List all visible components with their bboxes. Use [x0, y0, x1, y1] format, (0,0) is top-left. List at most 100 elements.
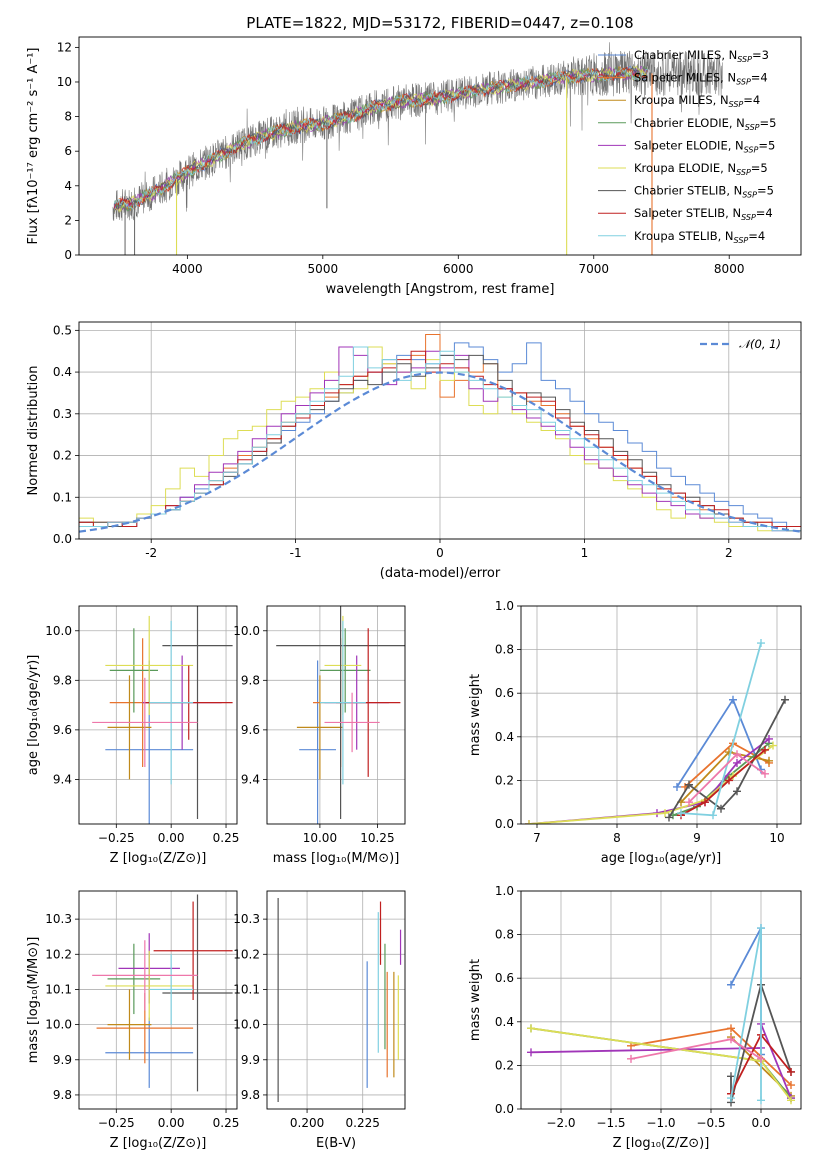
- legend-subscript: SSP: [737, 55, 752, 64]
- residuals-axes: -2 -1 0 1 2 0.0 0.1 0.2 0.3 0.4 0.5 (data-model)/er…: [26, 321, 802, 581]
- y-tick-label: 0.6: [495, 686, 514, 700]
- spectrum-axes: 4000 5000 6000 7000 8000 0 2 4 6 8 10 12 wavelength …: [26, 36, 802, 297]
- x-axis-label: (data-model)/error: [380, 566, 501, 581]
- y-tick-label: 0.0: [53, 532, 72, 546]
- gaussian-curve: [79, 371, 801, 533]
- x-tick-label: 8000: [714, 262, 745, 276]
- weight-marker: [761, 769, 769, 778]
- weight-marker: [727, 980, 735, 989]
- y-tick-label: 10.0: [233, 624, 260, 638]
- y-tick-label: 10.0: [233, 1018, 260, 1032]
- legend-label: Kroupa MILES, N: [634, 93, 729, 107]
- y-tick-label: 9.8: [241, 1088, 260, 1102]
- weight-marker: [729, 695, 737, 704]
- x-tick-label: 1: [581, 546, 589, 560]
- histogram-step: [79, 346, 801, 539]
- weight-marker: [733, 787, 741, 796]
- legend-entry: Salpeter STELIB, NSSP=4: [634, 206, 773, 222]
- residuals-plot-area: [79, 334, 801, 539]
- y-tick-label: 0.2: [495, 1058, 514, 1072]
- weight-marker: [787, 1067, 795, 1076]
- legend-suffix: =4: [751, 71, 768, 85]
- x-tick-label: 9: [693, 831, 701, 845]
- weight-marker: [527, 1024, 535, 1033]
- y-axis-label: Normed distribution: [26, 366, 41, 496]
- x-tick-label: 0.0: [751, 1116, 770, 1130]
- x-tick-label: 7000: [578, 262, 609, 276]
- legend-subscript: SSP: [744, 145, 759, 154]
- legend-entry: 𝒩(0, 1): [739, 337, 781, 351]
- legend-subscript: SSP: [745, 123, 760, 132]
- x-tick-label: 0.25: [213, 831, 240, 845]
- y-tick-label: 10.0: [45, 624, 72, 638]
- legend-label: Chabrier STELIB, N: [634, 184, 742, 198]
- weight-marker: [733, 750, 741, 759]
- x-tick-label: 0.00: [158, 831, 185, 845]
- spectrum-frame: [78, 36, 802, 256]
- weight-marker: [727, 1094, 735, 1103]
- y-tick-label: 0.0: [495, 817, 514, 831]
- model-spectrum-line: [113, 65, 648, 212]
- x-tick-label: −0.25: [98, 831, 135, 845]
- spectrum-title: PLATE=1822, MJD=53172, FIBERID=0447, z=0…: [246, 14, 633, 32]
- x-tick-label: 5000: [308, 262, 339, 276]
- x-tick-label: 0.225: [346, 1116, 380, 1130]
- legend-entry: Salpeter MILES, NSSP=4: [634, 71, 768, 87]
- x-tick-label: 7: [533, 831, 541, 845]
- y-tick-label: 0.4: [495, 1015, 514, 1029]
- weight-marker: [733, 758, 741, 767]
- y-tick-label: 9.9: [53, 1053, 72, 1067]
- legend-subscript: SSP: [741, 213, 756, 222]
- y-tick-label: 0.2: [53, 449, 72, 463]
- x-tick-label: −2.0: [546, 1116, 575, 1130]
- spectrum-plot-area: [112, 42, 723, 255]
- y-tick-label: 9.6: [241, 723, 260, 737]
- legend-suffix: =4: [743, 93, 760, 107]
- weight-marker: [787, 1081, 795, 1090]
- legend-subscript: SSP: [729, 100, 744, 109]
- weight-vs-age-plot-area: [525, 639, 789, 824]
- y-tick-label: 0: [64, 248, 72, 262]
- legend-suffix: =5: [758, 138, 775, 152]
- weight-marker: [527, 1048, 535, 1057]
- weight-marker: [665, 813, 673, 822]
- x-tick-label: 10: [769, 831, 784, 845]
- y-tick-label: 8: [64, 110, 72, 124]
- age-vs-Z-frame: [78, 605, 238, 825]
- weight-marker: [757, 639, 765, 648]
- y-tick-label: 9.8: [241, 673, 260, 687]
- y-tick-label: 0.2: [495, 773, 514, 787]
- y-tick-label: 1.0: [495, 884, 514, 898]
- y-tick-label: 6: [64, 144, 72, 158]
- model-spectrum-line: [113, 67, 648, 211]
- weight-marker: [677, 809, 685, 818]
- y-axis-label: mass weight: [468, 959, 483, 1041]
- legend-label: Salpeter MILES, N: [634, 71, 736, 85]
- weight-vs-Z-plot-area: [527, 924, 795, 1107]
- y-tick-label: 2: [64, 213, 72, 227]
- x-tick-label: 6000: [443, 262, 474, 276]
- y-tick-label: 10: [57, 75, 72, 89]
- legend-label: Kroupa STELIB, N: [634, 229, 734, 243]
- weight-marker: [673, 782, 681, 791]
- x-tick-label: 0.00: [158, 1116, 185, 1130]
- x-axis-label: E(B-V): [316, 1136, 356, 1151]
- legend-entry: Kroupa ELODIE, NSSP=5: [634, 161, 768, 177]
- legend-label: Salpeter ELODIE, N: [634, 138, 744, 152]
- x-tick-label: 10.00: [303, 831, 337, 845]
- y-tick-label: 9.8: [53, 673, 72, 687]
- weight-vs-Z-frame: [520, 890, 802, 1110]
- x-axis-label: Z [log₁₀(Z/Z⊙)]: [613, 1136, 710, 1151]
- y-tick-label: 0.0: [495, 1102, 514, 1116]
- y-tick-label: 0.4: [53, 365, 72, 379]
- legend-subscript: SSP: [742, 191, 757, 200]
- y-tick-label: 10.0: [45, 1018, 72, 1032]
- legend-subscript: SSP: [736, 168, 751, 177]
- age-vs-mass-plot-area: [276, 606, 405, 824]
- y-tick-label: 10.3: [45, 912, 72, 926]
- age-vs-mass-axes: 10.00 10.25 9.4 9.6 9.8 10.0 mass [log₁₀(M/M⊙)…: [233, 605, 406, 866]
- x-axis-label: wavelength [Angstrom, rest frame]: [326, 282, 555, 297]
